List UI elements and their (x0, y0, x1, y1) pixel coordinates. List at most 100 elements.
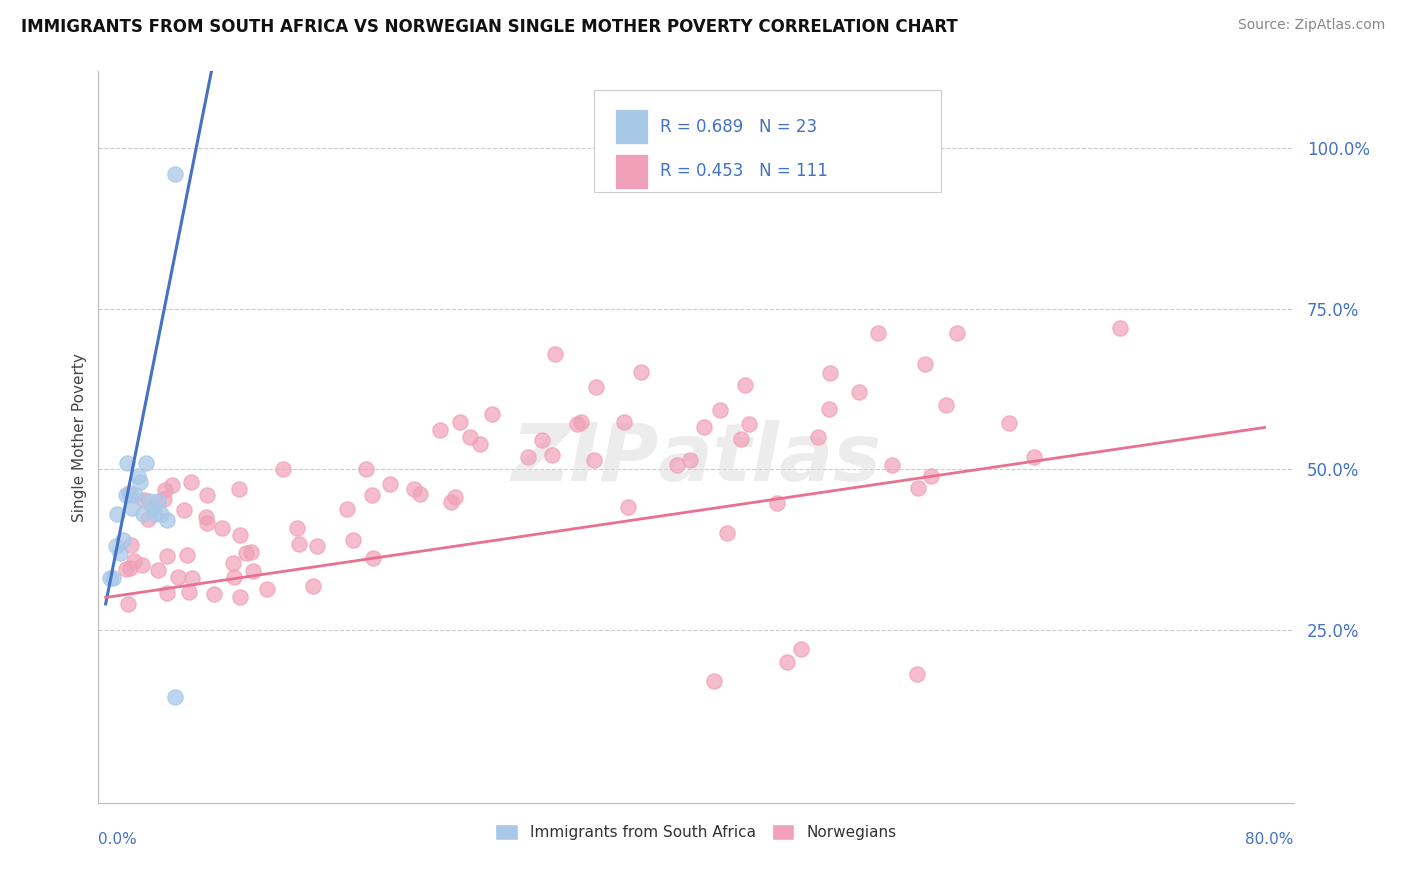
Point (1024, 450, 1046, 464)
Point (516, 450, 538, 465)
Point (127, 468, 149, 483)
Y-axis label: Single Mother Poverty: Single Mother Poverty (72, 352, 87, 522)
Point (134, 493, 156, 508)
Point (540, 448, 562, 462)
Point (429, 423, 451, 437)
Text: ZIP​atlas: ZIP​atlas (510, 420, 882, 498)
Point (449, 415, 471, 429)
Point (124, 488, 146, 502)
Legend: Immigrants from South Africa, Norwegians: Immigrants from South Africa, Norwegians (489, 818, 903, 847)
Point (582, 453, 605, 467)
Point (443, 490, 465, 504)
Point (146, 494, 169, 508)
Bar (614, 109, 648, 145)
Point (408, 487, 430, 501)
Point (880, 458, 903, 473)
Point (716, 525, 738, 540)
Point (543, 347, 565, 361)
Point (131, 558, 153, 572)
Point (224, 570, 246, 584)
Point (235, 546, 257, 560)
Point (273, 462, 295, 476)
Point (481, 407, 503, 421)
Point (115, 562, 138, 576)
Point (914, 357, 936, 371)
Point (288, 537, 311, 551)
Text: 0.0%: 0.0% (98, 832, 138, 847)
Point (138, 494, 160, 508)
Point (132, 507, 155, 521)
FancyBboxPatch shape (595, 90, 941, 192)
Point (530, 433, 553, 447)
Point (167, 570, 190, 584)
Point (818, 366, 841, 380)
Point (121, 500, 143, 515)
Point (180, 475, 202, 490)
Point (302, 579, 325, 593)
Point (177, 584, 200, 599)
Point (122, 554, 145, 568)
Point (101, 571, 124, 585)
Point (818, 402, 841, 417)
Point (766, 495, 789, 509)
Point (737, 417, 759, 431)
Point (120, 488, 142, 502)
Point (790, 641, 813, 656)
Point (120, 561, 142, 575)
Point (630, 365, 652, 379)
Point (734, 378, 756, 392)
Bar (614, 153, 648, 189)
Point (256, 582, 278, 596)
Point (920, 468, 942, 483)
Point (361, 551, 384, 566)
Point (153, 483, 176, 497)
Text: 80.0%: 80.0% (1246, 832, 1294, 847)
Point (141, 500, 163, 515)
Point (176, 548, 198, 562)
Point (118, 485, 141, 500)
Point (709, 402, 731, 417)
Point (117, 597, 139, 611)
Point (115, 488, 138, 502)
Point (105, 507, 128, 521)
Point (868, 326, 890, 340)
Point (616, 500, 638, 514)
Point (468, 437, 491, 451)
Point (98, 571, 121, 585)
Point (112, 533, 135, 547)
Point (156, 549, 179, 563)
Point (221, 556, 243, 570)
Point (240, 545, 263, 559)
Point (285, 521, 308, 535)
Point (585, 380, 607, 394)
Text: R = 0.453   N = 111: R = 0.453 N = 111 (661, 162, 828, 180)
Point (360, 488, 382, 502)
Point (155, 514, 177, 528)
Point (104, 539, 127, 553)
Point (305, 539, 328, 553)
Point (242, 564, 264, 578)
Point (108, 545, 131, 559)
Point (905, 667, 928, 681)
Point (440, 495, 463, 509)
Point (149, 507, 172, 521)
Point (907, 481, 929, 495)
Point (666, 458, 689, 472)
Point (181, 571, 204, 585)
Point (135, 456, 157, 470)
Point (173, 503, 195, 517)
Point (195, 516, 218, 530)
Point (354, 461, 377, 475)
Point (120, 538, 142, 552)
Point (569, 415, 592, 429)
Point (693, 420, 716, 434)
Point (945, 326, 967, 340)
Point (229, 527, 252, 541)
Text: Source: ZipAtlas.com: Source: ZipAtlas.com (1237, 18, 1385, 32)
Point (730, 432, 752, 446)
Point (848, 385, 870, 400)
Point (160, 478, 183, 492)
Text: R = 0.689   N = 23: R = 0.689 N = 23 (661, 118, 817, 136)
Point (195, 488, 218, 502)
Text: IMMIGRANTS FROM SOUTH AFRICA VS NORWEGIAN SINGLE MOTHER POVERTY CORRELATION CHAR: IMMIGRANTS FROM SOUTH AFRICA VS NORWEGIA… (21, 18, 957, 36)
